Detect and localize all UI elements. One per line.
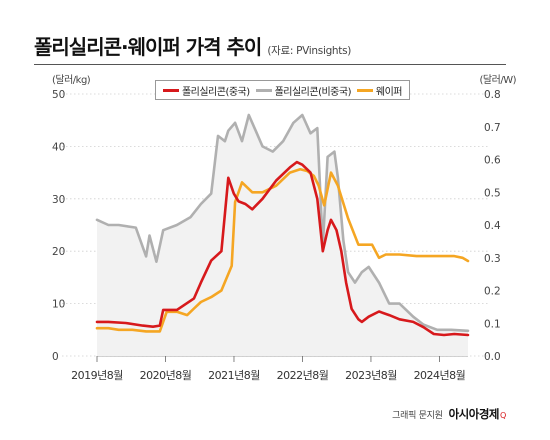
legend-label-china-poly: 폴리실리콘(중국)	[181, 86, 250, 98]
right-axis-unit: (달러/W)	[479, 75, 517, 86]
left-axis-unit: (달러/kg)	[52, 75, 91, 86]
title-row: 폴리실리콘·웨이퍼 가격 추이 (자료: PVinsights)	[34, 31, 351, 61]
y-right-tick-5: 0.3	[484, 253, 501, 265]
y-right-tick-6: 0.2	[484, 286, 501, 298]
title-divider	[34, 64, 506, 65]
y-left-tick-0: 50	[52, 89, 65, 101]
y-right-tick-8: 0.0	[484, 351, 501, 363]
brand-name: 아시아경제	[448, 407, 500, 421]
x-tick-label-5: 2024년8월	[414, 369, 466, 382]
y-right-tick-3: 0.5	[484, 187, 501, 199]
area-fill-non-china-poly	[97, 115, 468, 356]
x-tick-label-0: 2019년8월	[71, 369, 123, 382]
y-left-tick-5: 0	[52, 351, 59, 363]
x-tick-label-2: 2021년8월	[208, 369, 260, 382]
y-right-tick-0: 0.8	[484, 89, 501, 101]
brand-logo-mark: Q	[500, 411, 506, 420]
y-right-tick-4: 0.4	[484, 220, 501, 232]
line-wafer	[95, 168, 470, 333]
x-tick-label-3: 2022년8월	[277, 369, 329, 382]
y-right-tick-2: 0.6	[484, 155, 501, 167]
y-right-tick-7: 0.1	[484, 318, 501, 330]
legend-swatch-non-china-poly	[255, 88, 272, 92]
y-left-tick-3: 20	[52, 246, 65, 258]
line-non-china-poly	[95, 113, 470, 333]
credit-line: 그래픽 문지원 아시아경제 Q	[392, 406, 506, 422]
legend-swatch-china-poly	[162, 88, 179, 92]
legend-item-non-china-poly: 폴리실리콘(비중국)	[255, 83, 352, 98]
legend-swatch-wafer	[356, 88, 373, 92]
graphic-credit: 그래픽 문지원	[392, 411, 443, 421]
legend-label-wafer: 웨이퍼	[375, 86, 403, 98]
x-tick-label-4: 2023년8월	[345, 369, 397, 382]
line-china-poly	[95, 160, 470, 337]
chart-title: 폴리실리콘·웨이퍼 가격 추이	[34, 35, 262, 59]
y-left-tick-1: 40	[52, 141, 65, 153]
chart-legend: 폴리실리콘(중국) 폴리실리콘(비중국) 웨이퍼	[155, 80, 410, 100]
y-right-tick-1: 0.7	[484, 122, 501, 134]
y-left-tick-4: 10	[52, 299, 65, 311]
chart-source: (자료: PVinsights)	[267, 45, 352, 57]
legend-item-china-poly: 폴리실리콘(중국)	[162, 83, 250, 98]
legend-item-wafer: 웨이퍼	[356, 83, 403, 98]
x-tick-label-1: 2020년8월	[140, 369, 192, 382]
legend-label-non-china-poly: 폴리실리콘(비중국)	[274, 86, 352, 98]
y-left-tick-2: 30	[52, 194, 65, 206]
